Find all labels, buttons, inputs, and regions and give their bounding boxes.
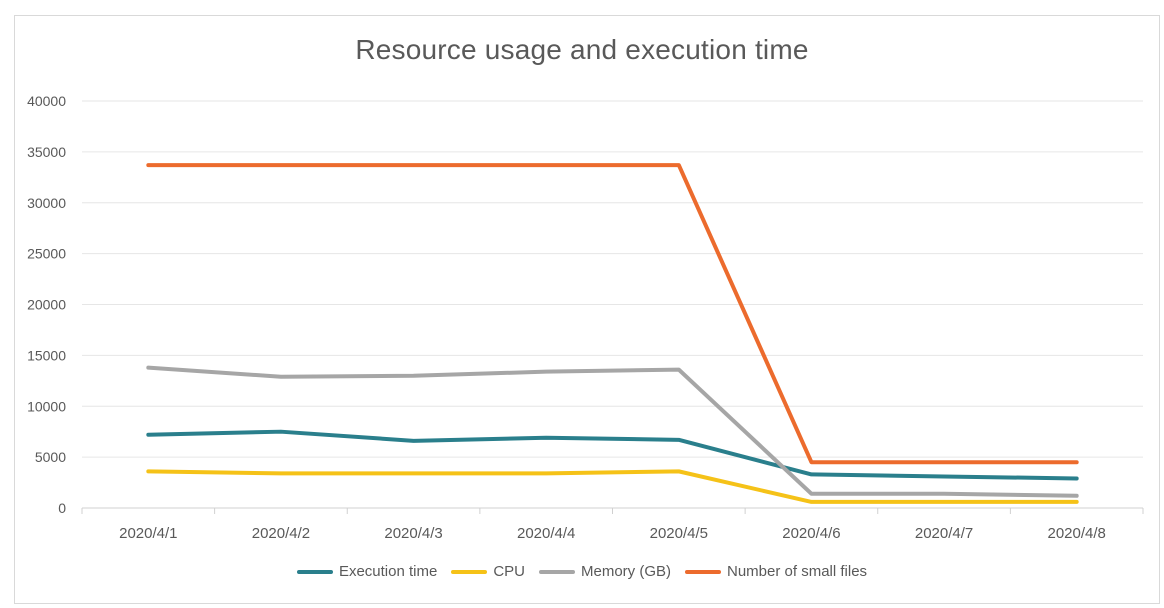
legend-swatch bbox=[685, 569, 721, 574]
legend: Execution time CPU Memory (GB) Number of sm… bbox=[0, 563, 1164, 580]
y-tick-label: 30000 bbox=[27, 195, 66, 211]
x-tick-label: 2020/4/8 bbox=[1047, 525, 1105, 542]
legend-item: Number of small files bbox=[685, 563, 867, 580]
legend-item: Execution time bbox=[296, 563, 438, 580]
y-tick-label: 40000 bbox=[27, 93, 66, 109]
x-tick-label: 2020/4/2 bbox=[252, 525, 310, 542]
series-line-4 bbox=[146, 163, 1079, 465]
legend-swatch bbox=[451, 569, 488, 574]
x-tick-label: 2020/4/7 bbox=[915, 525, 973, 542]
y-tick-label: 0 bbox=[58, 500, 66, 516]
series-line-3 bbox=[146, 365, 1079, 498]
chart-title: Resource usage and execution time bbox=[355, 34, 809, 65]
y-tick-label: 10000 bbox=[27, 398, 66, 414]
x-tick-label: 2020/4/4 bbox=[517, 525, 575, 542]
legend-label: Memory (GB) bbox=[581, 563, 671, 580]
legend-swatch bbox=[296, 569, 333, 574]
series-line-2 bbox=[146, 469, 1079, 504]
x-tick-label: 2020/4/1 bbox=[119, 525, 177, 542]
y-axis-ticks: 0 5000 10000 15000 20000 25000 30000 35000 40000 bbox=[27, 93, 66, 516]
legend-item: CPU bbox=[451, 563, 525, 580]
x-tick-label: 2020/4/3 bbox=[384, 525, 442, 542]
legend-label: Execution time bbox=[338, 563, 438, 580]
x-tick-label: 2020/4/5 bbox=[650, 525, 708, 542]
legend-swatch bbox=[539, 569, 575, 574]
y-tick-label: 20000 bbox=[27, 297, 66, 313]
y-tick-label: 35000 bbox=[27, 144, 66, 160]
x-axis-ticks: 2020/4/1 2020/4/2 2020/4/3 2020/4/4 2020/4/5… bbox=[81, 508, 1144, 542]
x-tick-label: 2020/4/6 bbox=[782, 525, 840, 542]
y-tick-label: 5000 bbox=[35, 449, 66, 465]
y-tick-label: 25000 bbox=[27, 246, 66, 262]
gridlines bbox=[82, 100, 1143, 509]
chart-frame bbox=[14, 15, 1160, 604]
y-tick-label: 15000 bbox=[27, 347, 66, 363]
legend-label: CPU bbox=[493, 563, 525, 580]
series-lines bbox=[146, 163, 1079, 504]
legend-item: Memory (GB) bbox=[539, 563, 671, 580]
legend-label: Number of small files bbox=[727, 563, 868, 580]
series-line-1 bbox=[146, 429, 1079, 481]
